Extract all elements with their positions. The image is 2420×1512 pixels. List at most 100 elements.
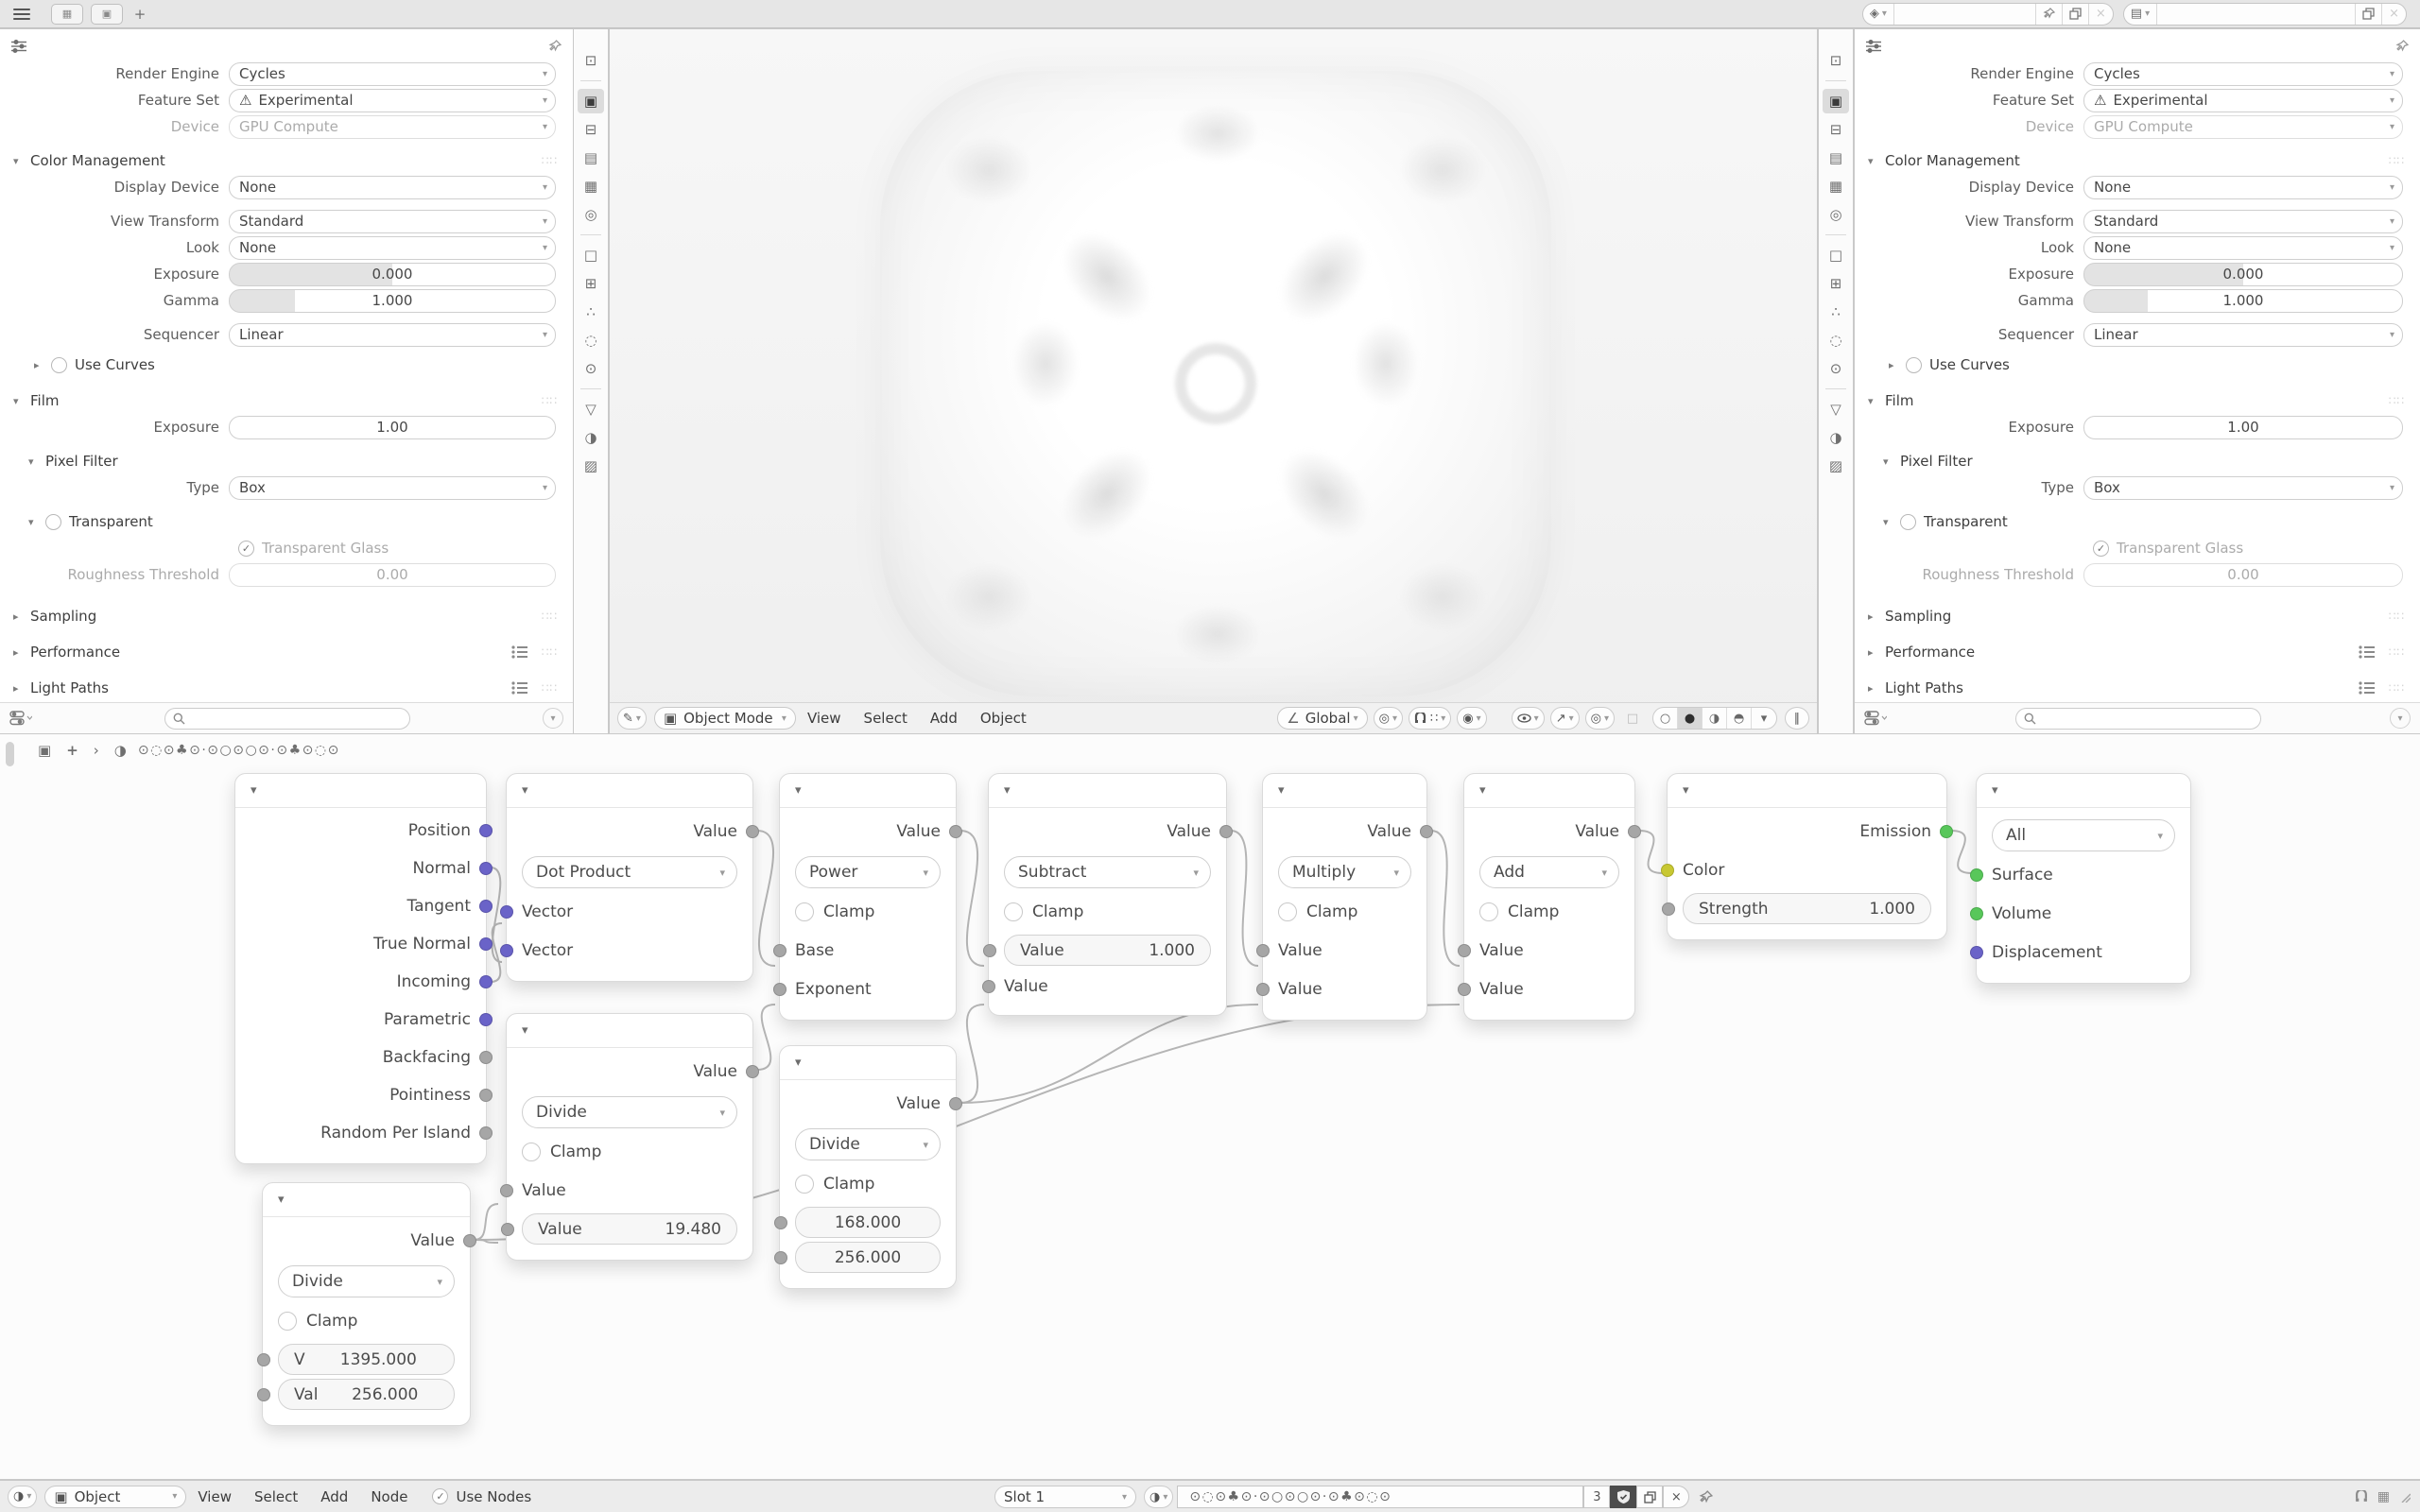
output-socket-value[interactable] <box>746 1064 759 1078</box>
device-select[interactable]: GPU Compute ▾ <box>229 114 556 139</box>
drag-handle-icon[interactable]: ∷∷ <box>541 154 558 167</box>
transparent-checkbox[interactable] <box>1900 513 1916 530</box>
tab-material[interactable]: ◑ <box>578 425 604 450</box>
filter-toggle-icon[interactable] <box>1864 711 1887 726</box>
image-name-field[interactable] <box>2157 3 2357 25</box>
shading-rendered-button[interactable]: ◓ <box>1727 708 1752 729</box>
tab-physics[interactable]: ◌ <box>1823 328 1849 352</box>
node-header[interactable]: ▾ <box>1263 774 1426 808</box>
node-emission[interactable]: ▾ Emission Color Strength 1.000 <box>1661 773 1953 940</box>
pixel-filter-type-select[interactable]: Box ▾ <box>229 475 556 500</box>
output-socket-value[interactable] <box>949 824 962 838</box>
device-select[interactable]: GPU Compute ▾ <box>2083 114 2403 139</box>
node-header[interactable]: ▾ <box>507 774 752 808</box>
input-socket-volume[interactable] <box>1970 906 1983 920</box>
output-socket-value[interactable] <box>1420 824 1433 838</box>
resize-grip[interactable] <box>2399 1491 2411 1503</box>
tab-scene[interactable]: ▦ <box>1823 174 1849 198</box>
tab-view-layer[interactable]: ▤ <box>1823 146 1849 170</box>
display-device-select[interactable]: None ▾ <box>229 175 556 199</box>
render-engine-select[interactable]: Cycles ▾ <box>229 61 556 86</box>
tab-particles[interactable]: ∴ <box>1823 300 1849 324</box>
tab-texture[interactable]: ▨ <box>578 454 604 478</box>
sampling-panel-header[interactable]: ▸ Sampling ∷∷ <box>1868 608 2405 625</box>
menu-add[interactable]: Add <box>320 1487 349 1505</box>
output-socket-value[interactable] <box>746 824 759 838</box>
clamp-checkbox[interactable] <box>278 1311 297 1331</box>
editor-type-dropdown[interactable]: ◑ ▾ <box>8 1485 38 1508</box>
preset-list-icon[interactable] <box>511 681 528 695</box>
tab-render[interactable]: ▣ <box>578 89 604 113</box>
tab-object[interactable]: □ <box>1823 243 1849 267</box>
value-number-field[interactable]: Value 1.000 <box>983 935 1211 966</box>
use-curves-toggle[interactable]: ▸ Use Curves <box>1889 356 2010 373</box>
output-socket-incoming[interactable] <box>479 975 493 988</box>
operation-dropdown[interactable]: Divide ▾ <box>522 1096 737 1128</box>
input-socket-color[interactable] <box>1661 863 1674 877</box>
workspace-tab-1[interactable]: ▦ <box>51 3 83 25</box>
transparent-checkbox[interactable] <box>45 513 61 530</box>
tab-tool[interactable]: ⊡ <box>578 48 604 73</box>
feature-set-select[interactable]: ⚠ Experimental ▾ <box>229 88 556 112</box>
value-number-field[interactable]: Val 256.000 <box>257 1379 455 1410</box>
menu-select[interactable]: Select <box>863 710 908 727</box>
value-number-field[interactable]: Value 19.480 <box>501 1213 737 1245</box>
preset-list-icon[interactable] <box>2359 681 2376 695</box>
transform-orientation-dropdown[interactable]: ∠ Global ▾ <box>1277 707 1368 730</box>
shading-material-button[interactable]: ◑ <box>1703 708 1727 729</box>
value-number-field[interactable]: V 1395.000 <box>257 1344 455 1375</box>
input-socket-value[interactable] <box>1458 982 1471 996</box>
node-header[interactable]: ▾ <box>1977 774 2190 808</box>
node-math-divide-a[interactable]: ▾ Value Divide ▾ Clamp Value Value 19.480 <box>500 1013 759 1261</box>
tab-output[interactable]: ⊟ <box>578 117 604 142</box>
image-browse-button[interactable]: ▤ ▾ <box>2124 3 2158 25</box>
output-socket-parametric[interactable] <box>479 1013 493 1026</box>
tab-constraints[interactable]: ⊙ <box>578 356 604 381</box>
value-number-field[interactable]: 168.000 <box>774 1207 941 1238</box>
clamp-checkbox[interactable] <box>1278 902 1297 921</box>
roughness-threshold-field[interactable]: 0.00 <box>2083 562 2403 587</box>
tab-particles[interactable]: ∴ <box>578 300 604 324</box>
node-math-add[interactable]: ▾ Value Add ▾ Clamp Value Value <box>1458 773 1641 1021</box>
node-vector-math-dot-product[interactable]: ▾ Value Dot Product ▾ Vector Vector <box>500 773 759 982</box>
mode-dropdown[interactable]: ▣ Object Mode ▾ <box>653 707 796 730</box>
transparent-panel-header[interactable]: ▾ Transparent <box>28 513 153 530</box>
output-socket-normal[interactable] <box>479 862 493 875</box>
gizmos-dropdown[interactable]: ↗ ▾ <box>1549 707 1580 730</box>
node-math-divide-c[interactable]: ▾ Value Divide ▾ Clamp V 1395.000 Val 256.0… <box>257 1182 476 1426</box>
clamp-checkbox[interactable] <box>1479 902 1498 921</box>
use-curves-checkbox[interactable] <box>1906 356 1922 373</box>
properties-editor-icon[interactable] <box>1866 40 1881 53</box>
tab-physics[interactable]: ◌ <box>578 328 604 352</box>
light-paths-panel-header[interactable]: ▸ Light Paths ∷∷ <box>13 679 558 696</box>
drag-handle-icon[interactable]: ∷∷ <box>2388 394 2405 407</box>
menu-icon[interactable] <box>13 8 30 20</box>
options-dropdown-button[interactable]: ▾ <box>543 708 563 729</box>
clamp-checkbox[interactable] <box>795 1174 814 1194</box>
menu-view[interactable]: View <box>806 710 841 727</box>
drag-handle-icon[interactable]: ∷∷ <box>541 610 558 623</box>
output-socket-random-per-island[interactable] <box>479 1126 493 1140</box>
operation-dropdown[interactable]: Multiply ▾ <box>1278 856 1411 888</box>
display-device-select[interactable]: None ▾ <box>2083 175 2403 199</box>
film-panel-header[interactable]: ▾ Film ∷∷ <box>1868 392 2405 409</box>
use-nodes-toggle[interactable]: ✓ Use Nodes <box>432 1488 531 1505</box>
operation-dropdown[interactable]: Divide ▾ <box>795 1128 941 1160</box>
output-socket-pointiness[interactable] <box>479 1089 493 1102</box>
shader-node-editor[interactable]: ▣ + › ◑ ⊙◌⊙♣⊙·⊙○⊙○⊙·⊙♣⊙◌⊙ ▾ Position Nor… <box>0 734 2420 1479</box>
input-socket-value[interactable] <box>982 980 995 993</box>
light-paths-panel-header[interactable]: ▸ Light Paths ∷∷ <box>1868 679 2405 696</box>
tab-view-layer[interactable]: ▤ <box>578 146 604 170</box>
drag-handle-icon[interactable]: ∷∷ <box>2388 681 2405 695</box>
node-header[interactable]: ▾ <box>780 1046 956 1080</box>
slot-dropdown[interactable]: Slot 1 ▾ <box>994 1486 1136 1508</box>
tab-object[interactable]: □ <box>578 243 604 267</box>
film-panel-header[interactable]: ▾ Film ∷∷ <box>13 392 558 409</box>
render-engine-select[interactable]: Cycles ▾ <box>2083 61 2403 86</box>
view-transform-select[interactable]: Standard ▾ <box>229 209 556 233</box>
proportional-editing-dropdown[interactable]: ◉ ▾ <box>1457 707 1487 730</box>
pivot-point-dropdown[interactable]: ◎ ▾ <box>1373 707 1403 730</box>
pixel-filter-panel-header[interactable]: ▾ Pixel Filter <box>1883 453 1973 470</box>
drag-handle-icon[interactable]: ∷∷ <box>541 645 558 659</box>
use-nodes-checkbox[interactable]: ✓ <box>432 1488 449 1504</box>
